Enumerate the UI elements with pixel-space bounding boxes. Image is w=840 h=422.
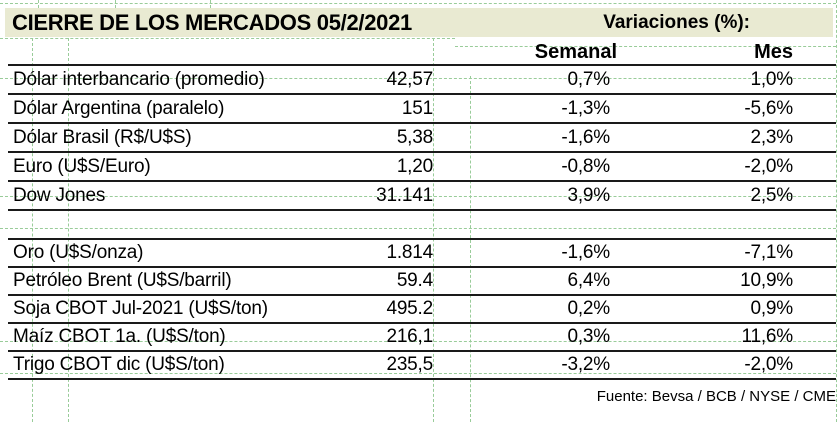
- table-row: Euro (U$S/Euro) 1,20 -0,8% -2,0%: [8, 153, 836, 182]
- row-weekly-change: -1,6%: [561, 126, 610, 148]
- row-monthly-change: 10,9%: [740, 270, 793, 291]
- row-label: Dólar Brasil (R$/U$S): [13, 126, 192, 148]
- row-weekly-change: -1,3%: [561, 97, 610, 119]
- row-monthly-change: 11,6%: [741, 326, 794, 347]
- row-weekly-change: -3,2%: [561, 354, 610, 375]
- gridline: [115, 0, 116, 8]
- column-header-semanal: Semanal: [534, 41, 617, 63]
- table-row: Soja CBOT Jul-2021 (U$S/ton) 495.2 0,2% …: [8, 296, 836, 324]
- row-label: Euro (U$S/Euro): [13, 155, 151, 177]
- row-monthly-change: -2,0%: [744, 155, 793, 177]
- row-value: 31.141: [376, 184, 433, 206]
- row-weekly-change: -1,6%: [561, 242, 610, 263]
- row-value: 1.814: [386, 242, 433, 263]
- row-value: 216,1: [386, 326, 433, 347]
- row-label: Dow Jones: [13, 184, 106, 206]
- table-row: Dólar Argentina (paralelo) 151 -1,3% -5,…: [8, 95, 836, 124]
- row-label: Trigo CBOT dic (U$S/ton): [13, 354, 225, 375]
- row-weekly-change: -0,8%: [561, 155, 610, 177]
- table-row: Oro (U$S/onza) 1.814 -1,6% -7,1%: [8, 240, 836, 268]
- source-note: Fuente: Bevsa / BCB / NYSE / CME: [596, 388, 836, 405]
- row-monthly-change: -2,0%: [744, 354, 793, 375]
- table-row: Maíz CBOT 1a. (U$S/ton) 216,1 0,3% 11,6%: [8, 324, 836, 352]
- row-value: 151: [401, 97, 433, 119]
- row-monthly-change: 1,0%: [750, 68, 793, 90]
- page-title: CIERRE DE LOS MERCADOS 05/2/2021: [12, 10, 412, 35]
- row-label: Petróleo Brent (U$S/barril): [13, 270, 232, 291]
- table-row: Dow Jones 31.141 3,9% 2,5%: [8, 182, 836, 211]
- row-label: Dólar Argentina (paralelo): [13, 97, 225, 119]
- row-label: Maíz CBOT 1a. (U$S/ton): [13, 326, 226, 347]
- row-monthly-change: 2,3%: [750, 126, 793, 148]
- gridline: [210, 0, 211, 8]
- gridline: [0, 3, 836, 4]
- table-section-currencies: Dólar interbancario (promedio) 42,57 0,7…: [8, 64, 836, 211]
- row-weekly-change: 0,3%: [567, 326, 610, 347]
- row-value: 5,38: [396, 126, 433, 148]
- gridline: [0, 38, 455, 39]
- row-label: Dólar interbancario (promedio): [13, 68, 265, 90]
- variations-header: Variaciones (%):: [603, 12, 750, 33]
- row-label: Oro (U$S/onza): [13, 242, 144, 263]
- column-header-mes: Mes: [754, 41, 793, 63]
- header-band: CIERRE DE LOS MERCADOS 05/2/2021 Variaci…: [5, 8, 833, 37]
- row-monthly-change: -7,1%: [744, 242, 793, 263]
- row-monthly-change: -5,6%: [744, 97, 793, 119]
- row-value: 1,20: [396, 155, 433, 177]
- row-monthly-change: 0,9%: [750, 298, 793, 319]
- row-weekly-change: 3,9%: [567, 184, 610, 206]
- table-row: Dólar interbancario (promedio) 42,57 0,7…: [8, 66, 836, 95]
- gridline: [836, 0, 837, 422]
- table-row: Dólar Brasil (R$/U$S) 5,38 -1,6% 2,3%: [8, 124, 836, 153]
- table-row: Trigo CBOT dic (U$S/ton) 235,5 -3,2% -2,…: [8, 352, 836, 380]
- row-label: Soja CBOT Jul-2021 (U$S/ton): [13, 298, 268, 319]
- row-value: 42,57: [386, 68, 433, 90]
- table-section-commodities: Oro (U$S/onza) 1.814 -1,6% -7,1% Petróle…: [8, 238, 836, 380]
- gridline: [38, 0, 39, 8]
- row-weekly-change: 0,7%: [567, 68, 610, 90]
- row-value: 59.4: [396, 270, 433, 291]
- table-row: Petróleo Brent (U$S/barril) 59.4 6,4% 10…: [8, 268, 836, 296]
- row-value: 495.2: [386, 298, 433, 319]
- row-weekly-change: 6,4%: [567, 270, 610, 291]
- row-value: 235,5: [386, 354, 433, 375]
- row-monthly-change: 2,5%: [750, 184, 793, 206]
- gridline: [0, 228, 836, 229]
- row-weekly-change: 0,2%: [567, 298, 610, 319]
